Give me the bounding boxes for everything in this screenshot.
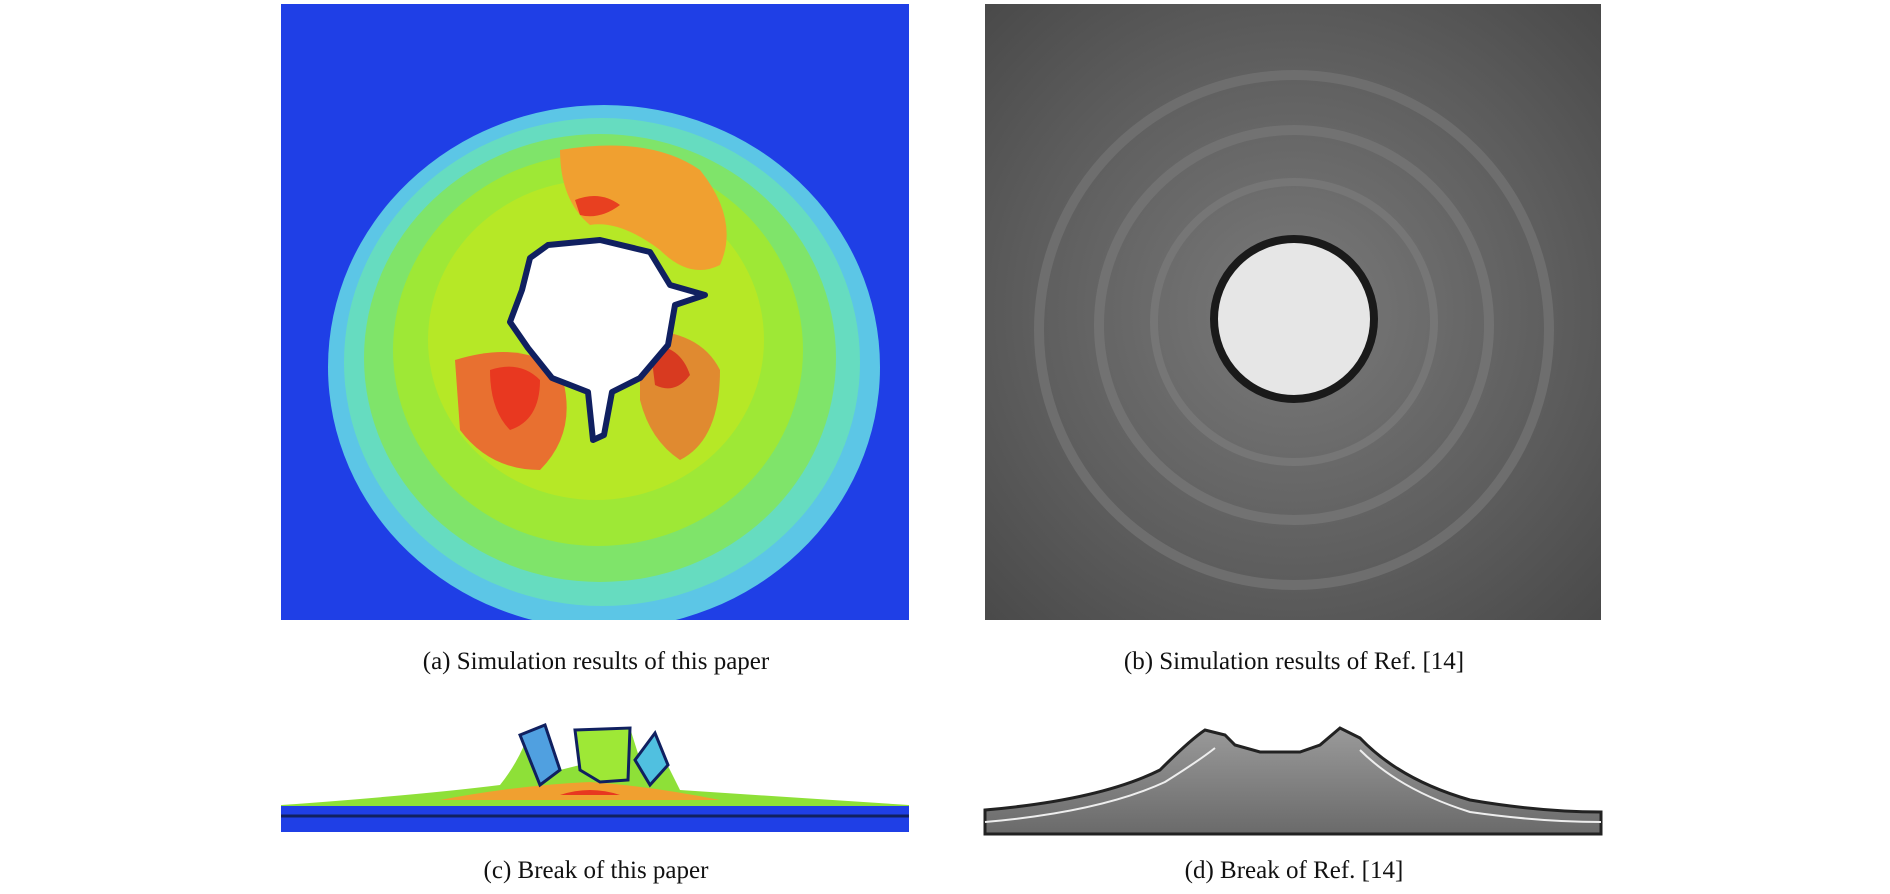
- panel-d-image: [983, 726, 1603, 836]
- caption: (c) Break of this paper: [484, 857, 710, 884]
- caption: (d) Break of Ref. [14]: [1185, 857, 1404, 884]
- panel-c-image: [281, 720, 909, 832]
- caption: (a) Simulation results of this paper: [423, 648, 770, 675]
- panel-b-image: [985, 4, 1601, 620]
- caption: (b) Simulation results of Ref. [14]: [1124, 648, 1464, 675]
- panel-a-image: [281, 4, 909, 620]
